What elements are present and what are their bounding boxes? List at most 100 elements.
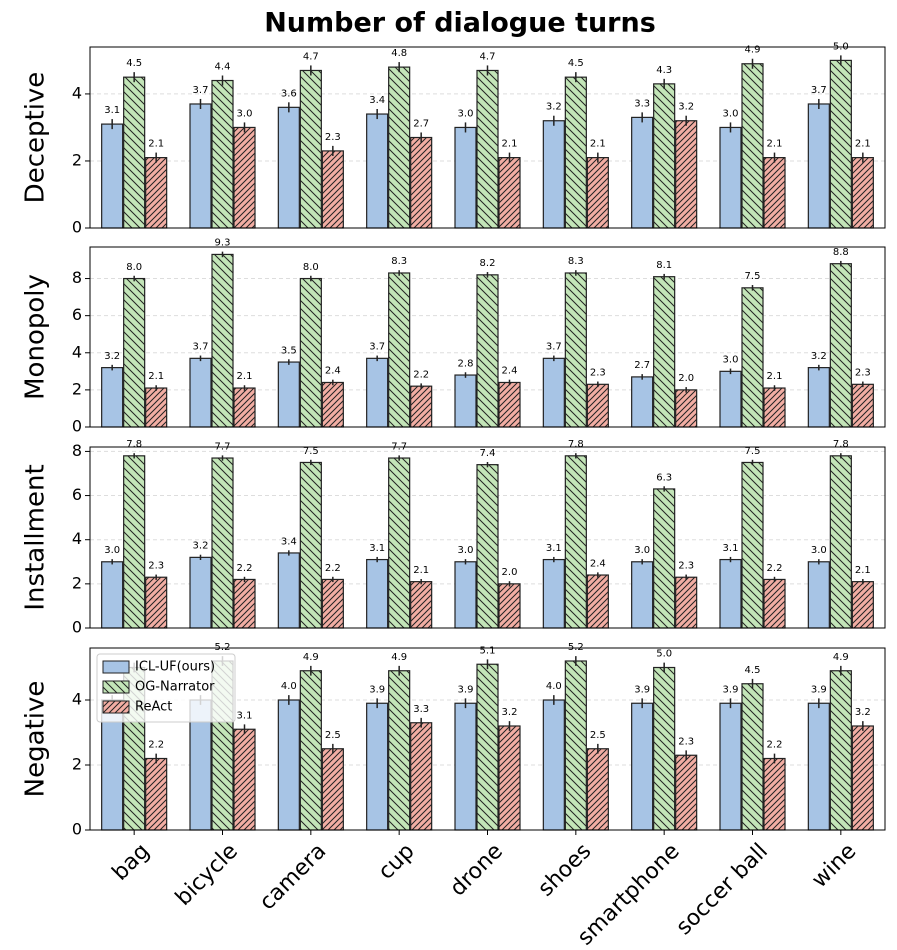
- bar-hatch: [830, 455, 852, 628]
- legend: ICL-UF(ours) OG-Narrator ReAct: [96, 653, 236, 723]
- bar-hatch: [388, 670, 410, 830]
- bar-hatch: [764, 758, 785, 830]
- value-label: 7.8: [568, 439, 584, 450]
- bar-hatch: [852, 157, 874, 228]
- value-label: 7.4: [480, 448, 496, 459]
- bar-hatch: [653, 83, 675, 229]
- bar-hatch: [742, 462, 763, 628]
- bar: [454, 561, 477, 629]
- value-label: 3.1: [237, 710, 253, 721]
- y-tick-label: 6: [72, 305, 82, 324]
- value-label: 2.3: [325, 132, 341, 143]
- bar-hatch: [764, 157, 785, 228]
- bar-hatch: [852, 384, 874, 427]
- y-tick-label: 0: [72, 218, 82, 237]
- value-label: 3.0: [458, 545, 474, 556]
- value-label: 2.2: [767, 740, 783, 751]
- value-label: 4.4: [215, 61, 231, 72]
- value-label: 3.7: [546, 342, 562, 353]
- bar-hatch: [565, 77, 587, 229]
- bar-hatch: [742, 63, 763, 228]
- bar-hatch: [123, 278, 145, 427]
- bar: [189, 357, 212, 428]
- x-tick-label: shoes: [533, 839, 596, 902]
- value-label: 4.9: [303, 652, 319, 663]
- value-label: 8.0: [303, 262, 319, 273]
- value-label: 2.2: [237, 563, 253, 574]
- bar-hatch: [388, 272, 410, 427]
- value-label: 2.1: [148, 139, 164, 150]
- value-label: 3.0: [458, 108, 474, 119]
- value-label: 2.1: [413, 565, 429, 576]
- value-label: 4.9: [745, 45, 761, 56]
- bar-hatch: [322, 748, 344, 830]
- bar-hatch: [565, 272, 587, 427]
- value-label: 2.3: [590, 368, 606, 379]
- bar: [719, 126, 742, 229]
- value-label: 3.1: [369, 543, 385, 554]
- value-label: 3.6: [281, 88, 297, 99]
- value-label: 4.7: [480, 51, 496, 62]
- value-label: 2.7: [413, 118, 429, 129]
- y-tick-label: 4: [72, 529, 82, 548]
- value-label: 3.9: [723, 684, 739, 695]
- value-label: 4.0: [546, 681, 562, 692]
- value-label: 6.3: [656, 472, 672, 483]
- bar-hatch: [565, 661, 587, 830]
- bar: [101, 123, 124, 229]
- value-label: 8.0: [126, 262, 142, 273]
- value-label: 5.1: [480, 645, 496, 656]
- value-label: 4.5: [126, 58, 142, 69]
- y-tick-label: 8: [72, 268, 82, 287]
- bar-hatch: [653, 667, 675, 830]
- bar-hatch: [587, 384, 609, 427]
- bar: [719, 370, 742, 428]
- bar-hatch: [764, 579, 785, 628]
- value-label: 3.2: [546, 102, 562, 113]
- bar-hatch: [852, 726, 874, 830]
- plot-frame: [89, 446, 886, 629]
- value-label: 3.9: [634, 684, 650, 695]
- value-label: 3.2: [104, 351, 120, 362]
- value-label: 2.1: [148, 371, 164, 382]
- bar-hatch: [300, 70, 322, 229]
- bar: [101, 367, 124, 428]
- plot-frame: [89, 246, 886, 428]
- value-label: 3.2: [855, 707, 871, 718]
- value-label: 2.3: [855, 368, 871, 379]
- bar-hatch: [587, 748, 609, 830]
- value-label: 2.3: [678, 736, 694, 747]
- bar-hatch: [410, 137, 432, 228]
- legend-box: [96, 653, 236, 723]
- x-tick-label: bicycle: [171, 839, 243, 911]
- bar-hatch: [675, 389, 697, 427]
- value-label: 8.3: [568, 256, 584, 267]
- bar-hatch: [653, 488, 675, 628]
- y-tick-label: 0: [72, 417, 82, 436]
- bar: [542, 699, 565, 831]
- bar: [366, 113, 389, 229]
- value-label: 8.3: [391, 256, 407, 267]
- y-tick-label: 4: [72, 690, 82, 709]
- legend-swatch-hatch: [103, 681, 129, 693]
- bar-hatch: [300, 670, 322, 830]
- value-label: 4.8: [391, 48, 407, 59]
- value-label: 3.0: [634, 545, 650, 556]
- bar-hatch: [675, 120, 697, 228]
- value-label: 2.0: [502, 567, 518, 578]
- bar: [189, 556, 212, 629]
- bar-hatch: [322, 579, 344, 628]
- y-tick-label: 6: [72, 485, 82, 504]
- y-tick-label: 2: [72, 150, 82, 169]
- value-label: 3.9: [811, 684, 827, 695]
- value-label: 2.1: [767, 371, 783, 382]
- bar-hatch: [234, 579, 255, 628]
- value-label: 3.0: [237, 108, 253, 119]
- bar-hatch: [145, 758, 167, 830]
- value-label: 3.3: [634, 98, 650, 109]
- legend-label: OG-Narrator: [135, 680, 215, 695]
- value-label: 3.0: [723, 108, 739, 119]
- value-label: 3.1: [546, 543, 562, 554]
- bar-hatch: [212, 458, 233, 628]
